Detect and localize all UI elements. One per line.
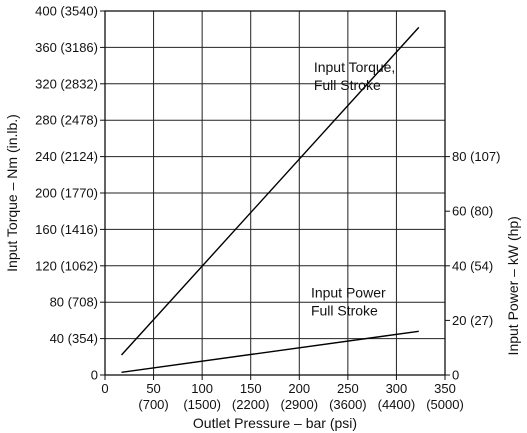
right-y-axis-label: Input Power – kW (hp)	[505, 216, 521, 355]
series	[120, 26, 420, 373]
left-y-tick-label: 160 (1416)	[35, 222, 98, 237]
annotation-label: Input Torque,	[314, 59, 395, 75]
annotation-label: Input Power	[311, 285, 386, 301]
x-tick-sublabel: (1500)	[183, 397, 221, 412]
left-y-tick-label: 40 (354)	[50, 331, 98, 346]
x-tick-label: 150	[240, 381, 262, 396]
x-tick-sublabel: (5000)	[426, 397, 464, 412]
left-y-axis-ticks: 0 40 (354) 80 (708) 120 (1062) 160 (1416) 200…	[35, 4, 105, 383]
x-tick-label: 0	[101, 381, 108, 396]
right-y-tick-label: 0	[452, 368, 459, 383]
left-y-tick-label: 120 (1062)	[35, 258, 98, 273]
right-y-axis-ticks: 0 20 (27) 40 (54) 60 (80) 80 (107)	[445, 149, 500, 383]
x-tick-label: 200	[288, 381, 310, 396]
x-tick-label: 300	[386, 381, 408, 396]
left-y-tick-label: 320 (2832)	[35, 76, 98, 91]
right-y-tick-label: 40 (54)	[452, 258, 493, 273]
x-tick-sublabel: (3600)	[329, 397, 367, 412]
x-tick-label: 50	[146, 381, 160, 396]
left-y-tick-label: 280 (2478)	[35, 113, 98, 128]
series-line-input-power	[121, 330, 419, 373]
x-axis-label: Outlet Pressure – bar (psi)	[193, 415, 357, 431]
left-y-tick-label: 0	[91, 368, 98, 383]
left-y-tick-label: 400 (3540)	[35, 4, 98, 19]
grid	[105, 11, 445, 375]
left-y-axis-label: Input Torque – Nm (in.lb.)	[4, 114, 20, 272]
right-y-tick-label: 20 (27)	[452, 313, 493, 328]
annotations: Input Torque, Full Stroke Input Power Full …	[311, 59, 395, 319]
x-axis-ticks: 0 50(700) 100(1500) 150(2200) 200(2900) 250(3…	[101, 375, 464, 412]
series-line-input-torque	[120, 26, 420, 356]
x-tick-label: 100	[191, 381, 213, 396]
left-y-tick-label: 360 (3186)	[35, 40, 98, 55]
x-tick-sublabel: (2200)	[232, 397, 270, 412]
right-y-tick-label: 60 (80)	[452, 204, 493, 219]
annotation-label: Full Stroke	[314, 77, 381, 93]
x-tick-sublabel: (4400)	[378, 397, 416, 412]
left-y-tick-label: 200 (1770)	[35, 186, 98, 201]
left-y-tick-label: 80 (708)	[50, 295, 98, 310]
x-tick-sublabel: (700)	[138, 397, 168, 412]
annotation-label: Full Stroke	[311, 303, 378, 319]
x-tick-sublabel: (2900)	[280, 397, 318, 412]
x-tick-label: 250	[337, 381, 359, 396]
x-tick-label: 350	[434, 381, 456, 396]
right-y-tick-label: 80 (107)	[452, 149, 500, 164]
left-y-tick-label: 240 (2124)	[35, 149, 98, 164]
